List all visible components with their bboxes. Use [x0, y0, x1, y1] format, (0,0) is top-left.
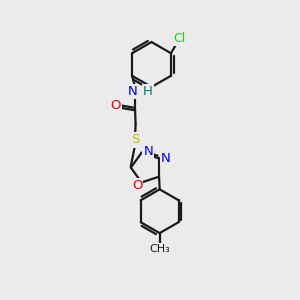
Text: N: N — [161, 152, 170, 165]
Text: CH₃: CH₃ — [149, 244, 170, 254]
Text: N: N — [143, 145, 153, 158]
Text: Cl: Cl — [173, 32, 185, 46]
Text: S: S — [131, 134, 139, 146]
Text: H: H — [143, 85, 153, 98]
Text: O: O — [111, 99, 121, 112]
Text: O: O — [132, 179, 142, 192]
Text: N: N — [128, 85, 137, 98]
